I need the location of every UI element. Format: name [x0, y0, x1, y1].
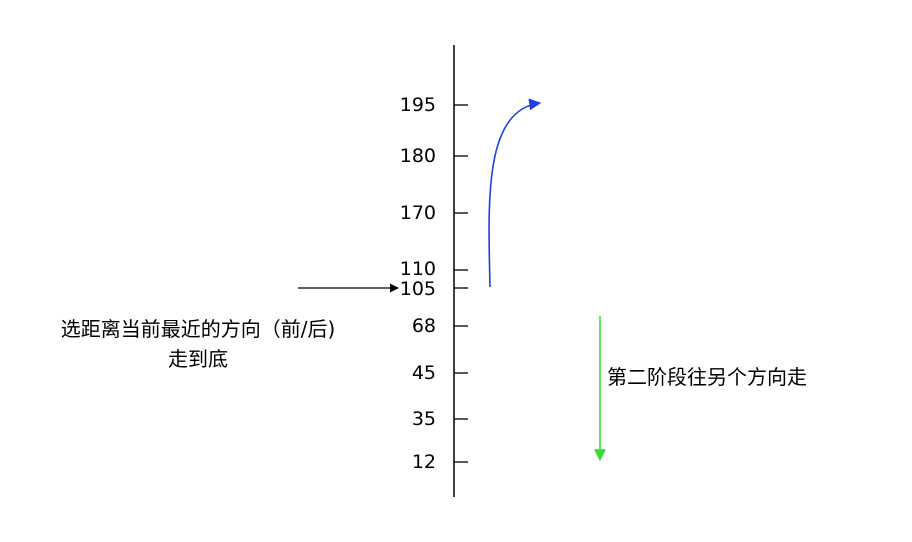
tick-label-195: 195: [399, 94, 436, 116]
tick-label-45: 45: [411, 362, 436, 384]
nearest-direction-annotation-line2: 走到底: [168, 347, 228, 371]
tick-label-180: 180: [399, 145, 436, 167]
second-phase-annotation: 第二阶段往另个方向走: [607, 365, 807, 389]
tick-label-105: 105: [399, 278, 436, 300]
first-phase-upward-arrow: [488, 98, 542, 288]
tick-label-110: 110: [399, 258, 436, 280]
tick-label-35: 35: [411, 408, 436, 430]
nearest-direction-annotation: 选距离当前最近的方向（前/后) 走到底: [28, 314, 368, 374]
tick-label-68: 68: [411, 315, 436, 337]
tick-marks: [454, 104, 468, 463]
tick-label-170: 170: [399, 202, 436, 224]
nearest-direction-annotation-line1: 选距离当前最近的方向（前/后): [60, 317, 336, 341]
tick-label-12: 12: [411, 451, 436, 473]
